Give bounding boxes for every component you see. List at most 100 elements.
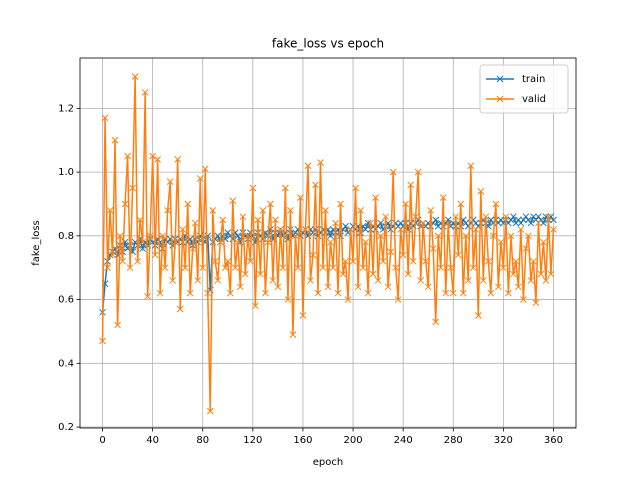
marker — [149, 152, 156, 160]
marker — [364, 289, 372, 297]
marker — [211, 257, 219, 265]
y-tick-label: 1.2 — [58, 103, 74, 114]
marker — [299, 312, 307, 319]
marker — [422, 257, 430, 265]
marker — [219, 216, 227, 224]
marker — [404, 270, 412, 278]
marker — [352, 184, 359, 192]
x-tick-label: 320 — [494, 435, 513, 446]
marker — [515, 283, 522, 291]
marker — [287, 206, 294, 214]
marker — [229, 197, 237, 205]
marker — [527, 277, 535, 284]
marker — [312, 181, 319, 189]
marker — [525, 232, 532, 240]
marker — [156, 289, 164, 297]
marker — [279, 264, 287, 272]
marker — [342, 222, 349, 230]
marker — [510, 213, 517, 221]
marker — [246, 257, 254, 265]
marker — [189, 245, 197, 252]
marker — [492, 200, 500, 208]
marker — [409, 257, 417, 265]
x-tick-label: 160 — [293, 435, 312, 446]
marker — [124, 152, 131, 160]
marker — [164, 206, 172, 214]
marker — [169, 277, 177, 284]
legend-marker — [496, 75, 504, 83]
x-tick-label: 40 — [146, 435, 159, 446]
legend-label: valid — [522, 94, 546, 105]
marker — [239, 213, 247, 221]
marker — [274, 283, 282, 291]
marker — [101, 114, 109, 122]
marker — [249, 184, 257, 192]
marker — [349, 257, 357, 265]
marker — [497, 238, 505, 246]
marker — [289, 331, 297, 338]
marker — [444, 216, 452, 224]
marker — [535, 219, 542, 227]
marker — [262, 289, 269, 297]
marker — [99, 337, 106, 345]
x-tick-label: 0 — [99, 435, 105, 446]
marker — [131, 73, 139, 80]
marker — [384, 283, 392, 291]
marker — [116, 232, 124, 240]
marker — [206, 407, 214, 415]
marker — [382, 213, 389, 221]
marker — [432, 216, 440, 224]
legend-marker — [496, 95, 504, 103]
marker — [297, 194, 304, 201]
x-tick-label: 360 — [544, 435, 563, 446]
marker — [234, 238, 242, 246]
marker — [520, 296, 527, 303]
marker — [294, 264, 302, 272]
marker — [244, 232, 252, 240]
marker — [196, 175, 204, 182]
marker — [166, 178, 174, 186]
marker — [537, 270, 545, 278]
marker — [141, 89, 149, 96]
marker — [532, 299, 540, 307]
marker — [139, 238, 146, 246]
marker — [307, 277, 314, 284]
marker — [144, 293, 151, 300]
marker — [154, 155, 162, 163]
marker — [542, 277, 550, 284]
marker — [354, 283, 362, 291]
legend-box — [479, 64, 569, 114]
marker — [121, 200, 129, 208]
marker — [494, 283, 502, 291]
marker — [317, 159, 324, 166]
marker — [412, 213, 420, 221]
marker — [372, 194, 379, 201]
marker — [159, 232, 167, 240]
x-tick-label: 200 — [344, 435, 363, 446]
marker — [214, 232, 222, 240]
marker — [347, 226, 354, 233]
marker — [277, 226, 284, 233]
marker — [550, 226, 557, 233]
marker — [252, 302, 259, 310]
marker — [482, 213, 490, 221]
marker — [304, 162, 312, 170]
marker — [457, 200, 465, 208]
legend-label: train — [522, 74, 545, 85]
marker — [472, 226, 480, 233]
marker — [432, 318, 440, 326]
marker — [327, 232, 334, 240]
marker — [444, 219, 452, 227]
y-tick-label: 0.4 — [58, 358, 74, 369]
marker — [119, 257, 126, 265]
marker — [114, 321, 121, 329]
y-axis-label: fake_loss — [31, 220, 42, 266]
marker — [459, 289, 467, 297]
marker — [502, 213, 510, 221]
marker — [462, 232, 470, 240]
marker — [337, 232, 344, 240]
marker — [106, 206, 114, 214]
marker — [454, 251, 462, 259]
marker — [369, 270, 377, 278]
